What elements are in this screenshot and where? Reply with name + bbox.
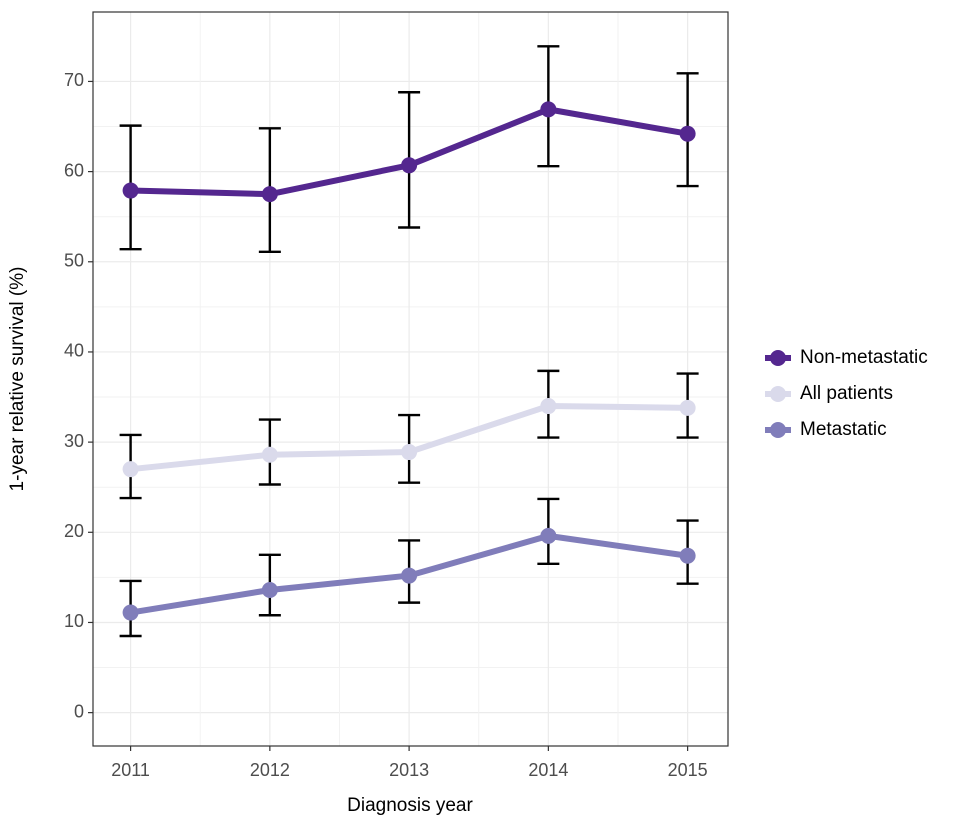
point	[261, 446, 278, 463]
point	[122, 182, 139, 199]
legend-label: Non-metastatic	[800, 347, 928, 368]
y-tick-label: 60	[64, 160, 84, 180]
legend-swatch-point	[770, 422, 786, 438]
point	[540, 398, 557, 415]
plot-border	[92, 11, 729, 747]
point	[122, 604, 139, 621]
legend-label: All patients	[800, 383, 893, 404]
point	[679, 399, 696, 416]
y-tick-label: 40	[64, 341, 84, 361]
x-axis-title: Diagnosis year	[347, 795, 473, 816]
point	[122, 461, 139, 478]
point	[401, 444, 418, 461]
y-tick-label: 10	[64, 611, 84, 631]
point	[261, 186, 278, 203]
y-tick-label: 30	[64, 431, 84, 451]
x-tick-label: 2012	[250, 760, 290, 780]
point	[401, 567, 418, 584]
y-axis-title: 1-year relative survival (%)	[7, 267, 28, 492]
y-tick-label: 50	[64, 251, 84, 271]
point	[540, 527, 557, 544]
y-tick-label: 20	[64, 521, 84, 541]
x-tick-label: 2011	[111, 760, 150, 780]
point	[679, 125, 696, 142]
legend-label: Metastatic	[800, 419, 887, 440]
point	[679, 547, 696, 564]
legend-swatch-point	[770, 386, 786, 402]
legend-swatch-point	[770, 350, 786, 366]
x-tick-label: 2013	[389, 760, 429, 780]
point	[261, 582, 278, 599]
x-tick-label: 2014	[528, 760, 568, 780]
point	[401, 157, 418, 174]
point	[540, 101, 557, 118]
y-tick-label: 70	[64, 70, 84, 90]
y-tick-label: 0	[74, 701, 84, 721]
x-tick-label: 2015	[668, 760, 708, 780]
